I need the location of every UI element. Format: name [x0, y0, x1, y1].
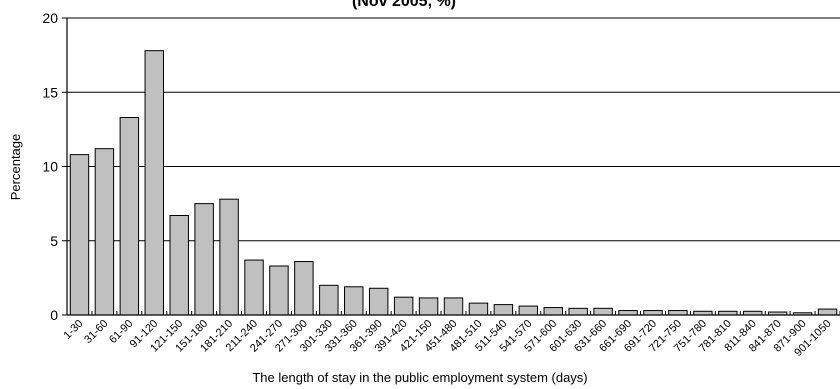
bar — [244, 259, 264, 316]
bar — [119, 116, 140, 316]
bar — [568, 307, 588, 316]
y-tick-label: 20 — [42, 10, 58, 26]
bar — [294, 261, 314, 316]
bar — [493, 304, 514, 316]
bar — [668, 310, 688, 316]
x-category-labels: 1-3031-6061-9091-120121-150151-180181-21… — [62, 318, 834, 359]
bar — [344, 286, 364, 316]
x-axis-title: The length of stay in the public employm… — [252, 370, 587, 385]
y-tick-labels: 0 5 10 15 20 — [42, 10, 58, 323]
bars — [69, 50, 838, 316]
bar — [269, 265, 289, 316]
y-axis-title: Percentage — [8, 134, 23, 201]
bar — [418, 297, 439, 316]
y-tick-label: 0 — [50, 307, 58, 323]
bar — [543, 307, 563, 316]
x-category-label: 31-60 — [82, 318, 110, 346]
bar — [194, 203, 214, 316]
axes — [62, 17, 840, 316]
bar — [219, 198, 239, 316]
y-tick-label: 10 — [42, 159, 58, 175]
y-tick-label: 15 — [42, 84, 58, 100]
bar — [518, 305, 539, 316]
y-tick-label: 5 — [50, 233, 58, 249]
bar — [468, 302, 489, 316]
bar — [169, 215, 189, 316]
bar — [618, 310, 638, 316]
bar — [817, 308, 838, 316]
gridlines — [67, 17, 840, 242]
bar — [368, 287, 389, 316]
bar — [94, 148, 115, 316]
bar — [393, 296, 414, 316]
bar — [69, 154, 90, 316]
bar — [593, 307, 613, 316]
bar — [443, 297, 464, 316]
bar — [144, 50, 165, 316]
bar — [319, 284, 339, 316]
bar — [643, 310, 663, 316]
chart-title: (Nov 2005, %) — [352, 0, 456, 10]
